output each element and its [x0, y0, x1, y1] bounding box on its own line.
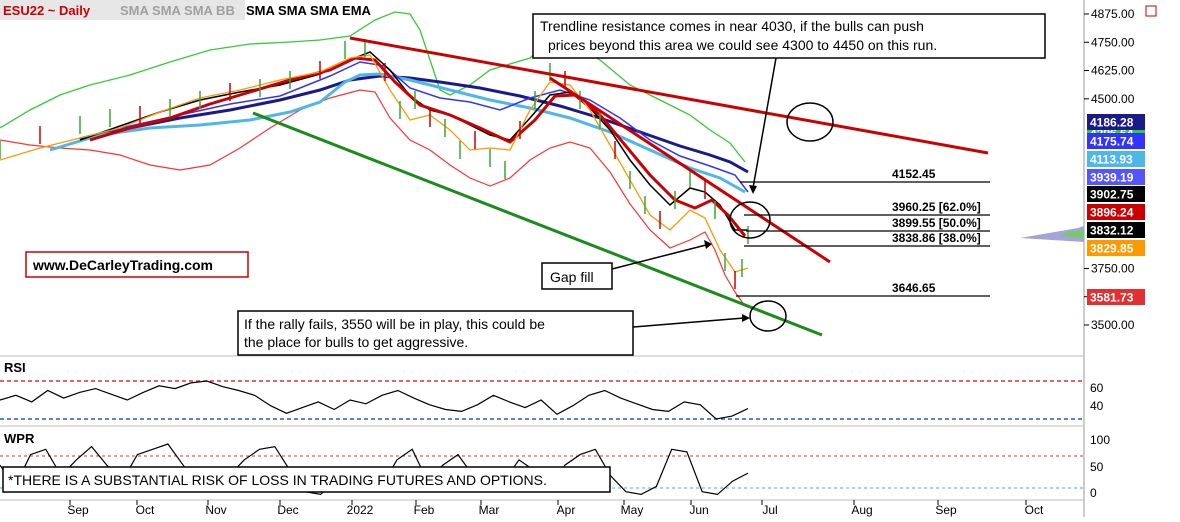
rsi-tick-60: 60: [1090, 381, 1104, 395]
month-tick-label: May: [621, 503, 644, 517]
indicators-grey: SMA SMA SMA BB: [120, 3, 235, 18]
y-tick-label: 4875.00: [1091, 7, 1135, 21]
price-badge: [1087, 151, 1145, 167]
wpr-label: WPR: [4, 431, 35, 446]
price-badge: [1087, 204, 1145, 220]
watermark-text: www.DeCarleyTrading.com: [32, 257, 213, 273]
trendline-support: [252, 111, 823, 337]
price-badge: [1087, 169, 1145, 185]
indicators-black: SMA SMA SMA EMA: [246, 3, 372, 18]
level-label: 4152.45: [892, 167, 936, 181]
month-tick-label: Apr: [557, 503, 576, 517]
month-tick-label: 2022: [347, 503, 374, 517]
y-tick-label: 3500.00: [1091, 318, 1135, 332]
price-badge: [1087, 114, 1145, 130]
price-badge-label: 3902.75: [1090, 188, 1134, 202]
trendline-note-arrowhead: [749, 185, 757, 194]
price-badge: [1087, 186, 1145, 202]
month-tick-label: Oct: [1025, 503, 1044, 517]
rsi-line: [0, 380, 749, 420]
trendline-note-box: [532, 13, 1046, 59]
price-badge-label: 3832.12: [1090, 224, 1134, 238]
y-tick-label: 3750.00: [1091, 261, 1135, 275]
price-badge-label: 3939.19: [1090, 171, 1134, 185]
month-tick-label: Nov: [205, 503, 226, 517]
month-tick-label: Oct: [136, 503, 155, 517]
price-badge-label: 3581.73: [1090, 291, 1134, 305]
rsi-tick-40: 40: [1090, 399, 1104, 413]
price-badge-label: 4186.28: [1090, 116, 1134, 130]
watermark-box: [25, 251, 249, 278]
price-badge: [1087, 289, 1145, 305]
month-tick-label: Jun: [689, 503, 708, 517]
level-label: 3646.65: [892, 281, 936, 295]
fib-levels: 4152.45 3960.25 [62.0%] 3899.55 [50.0%]383…: [736, 167, 990, 297]
gap-fill-arrow: [611, 244, 707, 270]
wpr-tick-100: 100: [1090, 433, 1110, 447]
gap-fill-box: [541, 262, 613, 290]
disclaimer-box: [2, 466, 611, 493]
rally-fails-line2: the place for bulls to get aggressive.: [244, 334, 468, 350]
bollinger-upper-band: [0, 11, 746, 163]
panel-icon[interactable]: [1145, 5, 1157, 17]
rally-fails-line1: If the rally fails, 3550 will be in play…: [244, 316, 545, 332]
rally-fails-box: [237, 310, 634, 356]
month-tick-label: Dec: [277, 503, 298, 517]
symbol-title: ESU22 ~ Daily: [3, 3, 91, 18]
month-tick-label: Feb: [414, 503, 435, 517]
gap-fill-label: Gap fill: [550, 269, 594, 285]
level-label: 3960.25 [62.0%]: [892, 200, 981, 214]
level-label: 3899.55 [50.0%]: [892, 216, 981, 230]
trendline-resistance-long: [349, 36, 989, 155]
month-tick-label: Jul: [762, 503, 777, 517]
y-tick-label: 4500.00: [1091, 92, 1135, 106]
month-tick-label: Aug: [851, 503, 872, 517]
price-badge: [1087, 222, 1145, 238]
volume-profile-green: [1060, 230, 1084, 238]
y-tick-label: 4750.00: [1091, 35, 1135, 49]
rally-fails-arrow: [632, 317, 745, 328]
rally-fails-arrowhead: [742, 314, 750, 322]
header-bar: [0, 0, 245, 20]
trendline-note-arrow: [752, 57, 777, 189]
price-badge: [1087, 240, 1145, 256]
bollinger-lower-band: [0, 89, 746, 307]
month-tick-label: Mar: [479, 503, 500, 517]
wpr-tick-50: 50: [1090, 460, 1104, 474]
disclaimer-text: *THERE IS A SUBSTANTIAL RISK OF LOSS IN …: [8, 472, 547, 488]
wpr-tick-0: 0: [1090, 486, 1097, 500]
price-badge-label: 4113.93: [1090, 153, 1133, 167]
sma-blue: [79, 61, 749, 193]
price-badge-label: 3829.85: [1090, 242, 1134, 256]
trendline-note-line2: prices beyond this area we could see 430…: [548, 37, 937, 53]
month-tick-label: Sep: [935, 503, 957, 517]
rsi-label: RSI: [4, 360, 26, 375]
price-badge-label: 3896.24: [1090, 206, 1134, 220]
price-badges: 4296.644186.284175.744113.933939.193902.…: [1087, 114, 1145, 305]
price-badge-label: 4175.74: [1090, 135, 1134, 149]
support-ellipse: [749, 300, 787, 332]
resistance-ellipse: [729, 201, 771, 239]
target-ellipse-upper: [786, 102, 834, 142]
level-label: 3838.86 [38.0%]: [892, 231, 981, 245]
month-axis: Sep Oct Nov Dec 2022 Feb Mar Apr May Jun Jul Aug Sep…: [67, 500, 1044, 517]
y-tick-label: 4625.00: [1091, 64, 1135, 78]
gap-fill-arrowhead: [704, 240, 712, 249]
trendline-note-line1: Trendline resistance comes in near 4030,…: [540, 18, 924, 34]
price-badge: [1087, 133, 1145, 149]
sma-dark-blue: [79, 74, 749, 174]
month-tick-label: Sep: [67, 503, 89, 517]
volume-profile: [1020, 226, 1084, 242]
